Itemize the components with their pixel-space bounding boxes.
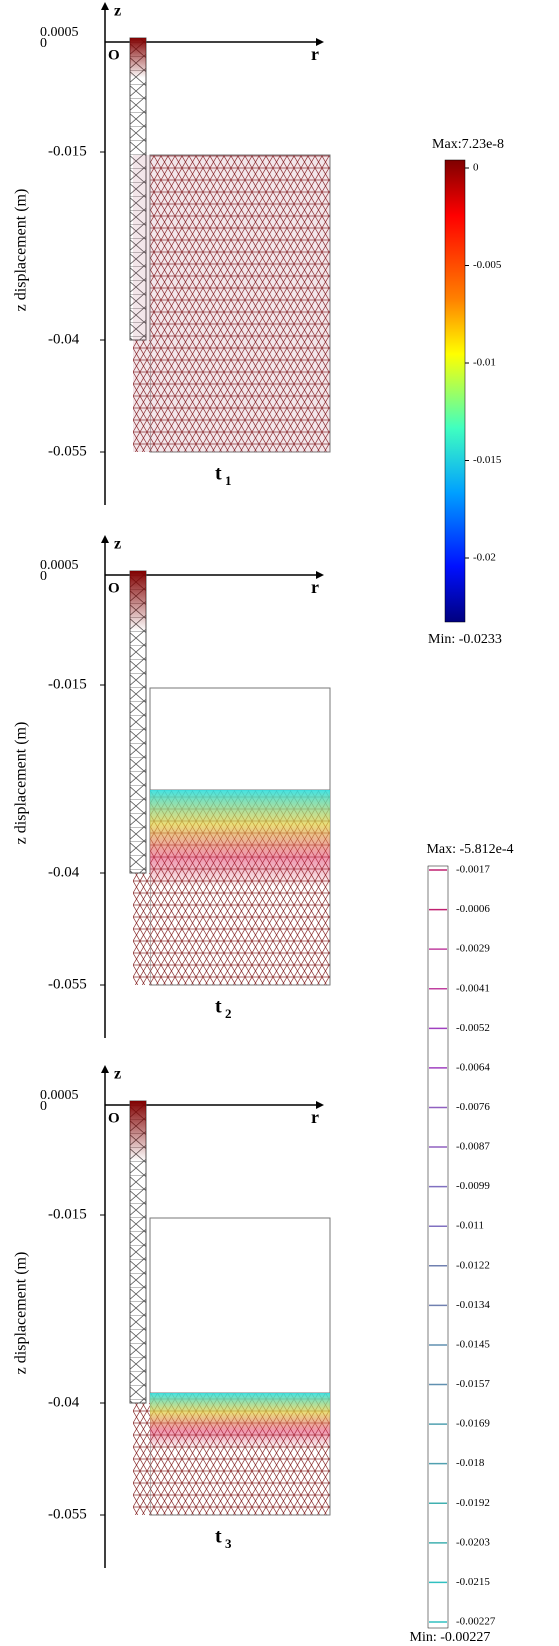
r-arrow [316, 38, 324, 46]
min-label: Min: -0.0233 [428, 632, 502, 647]
colorbar-tick-label: -0.011 [456, 1220, 484, 1232]
colorbar-tick-label: -0.005 [473, 259, 502, 271]
r-arrow [316, 1101, 324, 1109]
z-label: z [114, 3, 121, 20]
colorbar-tick-label: -0.0006 [456, 903, 490, 915]
soil-mesh [149, 154, 331, 453]
origin-label: O [108, 47, 120, 63]
colorbar-tick-label: -0.015 [473, 454, 502, 466]
y-tick-label: -0.015 [48, 1206, 87, 1222]
pile-top [130, 38, 146, 78]
z-arrow [101, 1065, 109, 1073]
colorbar-tick-label: 0 [473, 162, 479, 174]
colorbar-tick-label: -0.0017 [456, 864, 490, 876]
y-axis-label: z displacement (m) [13, 189, 30, 312]
colorbar-tick-label: -0.0169 [456, 1418, 490, 1430]
colorbar-tick-label: -0.01 [473, 357, 496, 369]
colorbar-tick-label: -0.018 [456, 1457, 485, 1469]
colorbar-tick-label: -0.0122 [456, 1259, 490, 1271]
origin-label: O [108, 580, 120, 596]
soil-tint [133, 155, 330, 452]
colorbar-tick-label: -0.0076 [456, 1101, 490, 1113]
r-label: r [311, 577, 319, 597]
colorbar-tick-label: -0.02 [473, 552, 496, 564]
y-axis-label: z displacement (m) [13, 722, 30, 845]
pile-top [130, 571, 146, 631]
t-subscript: 3 [225, 1536, 232, 1551]
colorbar-tick-label: -0.0215 [456, 1576, 490, 1588]
max-label: Max:7.23e-8 [432, 137, 504, 152]
r-arrow [316, 571, 324, 579]
colorbar-tick-label: -0.0041 [456, 982, 490, 994]
y-tick-label: -0.055 [48, 1506, 87, 1522]
contours [150, 790, 330, 888]
colorbar-tick-label: -0.0052 [456, 1022, 490, 1034]
r-label: r [311, 44, 319, 64]
colorbar-tick-label: -0.0134 [456, 1299, 490, 1311]
colorbar-tick-label: -0.0203 [456, 1536, 490, 1548]
y-tick-label: -0.055 [48, 976, 87, 992]
colorbar-tick-label: -0.0099 [456, 1180, 490, 1192]
pile-top [130, 1101, 146, 1161]
colorbar-tick-label: -0.00227 [456, 1616, 496, 1628]
t-subscript: 2 [225, 1006, 232, 1021]
y-tick-label: 0.0005 [40, 25, 79, 40]
y-tick-label: -0.015 [48, 676, 87, 692]
t-label: t [215, 1526, 222, 1548]
y-tick-label: 0 [40, 1099, 47, 1114]
z-label: z [114, 536, 121, 553]
min-label: Min: -0.00227 [410, 1630, 491, 1645]
colorbar [444, 159, 466, 623]
t-subscript: 1 [225, 473, 232, 488]
soil-base-mesh [133, 873, 150, 985]
y-tick-label: -0.04 [48, 1394, 80, 1410]
origin-label: O [108, 1110, 120, 1126]
max-label: Max: -5.812e-4 [426, 842, 513, 857]
y-tick-label: -0.04 [48, 331, 80, 347]
soil-base-mesh [133, 340, 150, 452]
y-tick-label: 0.0005 [40, 1088, 79, 1103]
t-label: t [215, 463, 222, 485]
z-arrow [101, 2, 109, 10]
y-axis-label: z displacement (m) [13, 1252, 30, 1375]
colorbar-tick-label: -0.0087 [456, 1141, 490, 1153]
z-label: z [114, 1066, 121, 1083]
t-label: t [215, 996, 222, 1018]
contours [150, 1393, 330, 1448]
z-arrow [101, 535, 109, 543]
y-tick-label: 0.0005 [40, 558, 79, 573]
y-tick-label: -0.04 [48, 864, 80, 880]
colorbar-tick-label: -0.0192 [456, 1497, 490, 1509]
y-tick-label: -0.015 [48, 143, 87, 159]
r-label: r [311, 1107, 319, 1127]
colorbar [427, 865, 449, 1629]
y-tick-label: 0 [40, 36, 47, 51]
colorbar-tick-label: -0.0029 [456, 943, 490, 955]
colorbar-tick-label: -0.0145 [456, 1338, 490, 1350]
y-tick-label: 0 [40, 569, 47, 584]
y-tick-label: -0.055 [48, 443, 87, 459]
colorbar-tick-label: -0.0064 [456, 1061, 490, 1073]
colorbar-tick-label: -0.0157 [456, 1378, 490, 1390]
soil-base-mesh [133, 1403, 150, 1515]
